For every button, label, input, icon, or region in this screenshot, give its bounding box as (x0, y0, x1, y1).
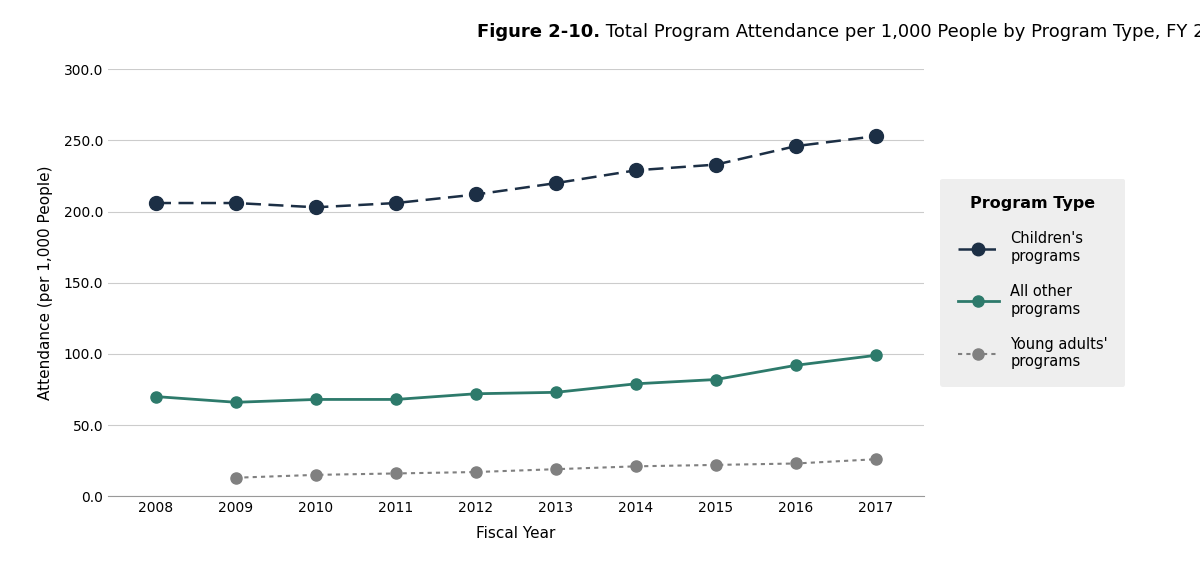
Text: Figure 2-10.: Figure 2-10. (476, 23, 600, 41)
Text: Total Program Attendance per 1,000 People by Program Type, FY 2008–17: Total Program Attendance per 1,000 Peopl… (600, 23, 1200, 41)
Y-axis label: Attendance (per 1,000 People): Attendance (per 1,000 People) (37, 166, 53, 400)
Legend: Children's
programs, All other
programs, Young adults'
programs: Children's programs, All other programs,… (941, 178, 1126, 387)
X-axis label: Fiscal Year: Fiscal Year (476, 526, 556, 541)
